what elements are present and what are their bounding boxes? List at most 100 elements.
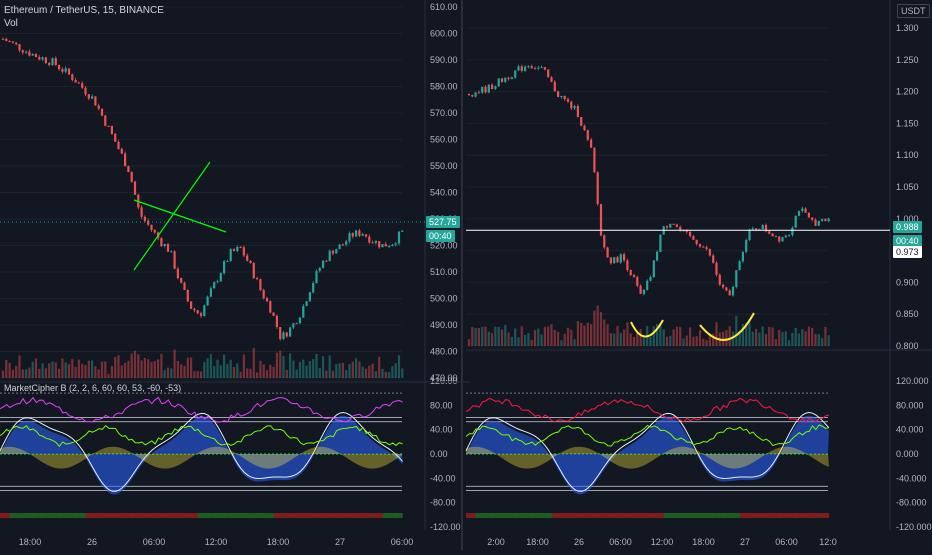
right-candle-body (514, 70, 517, 78)
left-candle-body (256, 278, 259, 280)
left-candle-body (54, 58, 57, 65)
right-status-bar-cell (657, 513, 661, 518)
left-volume-bar (28, 367, 31, 378)
left-volume-bar (275, 352, 278, 378)
left-candle-body (5, 38, 8, 42)
right-status-bar-cell (789, 513, 793, 518)
right-status-bar-cell (558, 513, 562, 518)
left-volume-bar (246, 368, 249, 378)
right-volume-bar (797, 333, 801, 346)
right-volume-bar (474, 327, 477, 346)
left-status-bar-cell (353, 513, 357, 518)
left-candle-body (160, 238, 163, 246)
left-status-bar-cell (211, 513, 215, 518)
left-volume-bar (308, 361, 311, 378)
left-status-bar-cell (247, 513, 251, 518)
left-candle-body (335, 249, 338, 254)
right-status-bar-cell (502, 513, 506, 518)
left-indicator-tick-label: -120.00 (430, 522, 461, 532)
right-status-bar-cell (690, 513, 694, 518)
right-status-bar-cell (753, 513, 757, 518)
right-volume-bar (689, 327, 692, 346)
left-volume-bar (252, 348, 255, 378)
right-price-tick-label: 1.200 (896, 87, 919, 97)
right-status-bar-cell (617, 513, 622, 518)
right-volume-bar (586, 322, 589, 346)
left-indicator-tick-label: -40.00 (430, 473, 456, 483)
right-volume-bar (745, 322, 748, 346)
right-status-bar-cell (644, 513, 648, 518)
right-status-bar-cell (660, 513, 665, 518)
left-status-bar-cell (82, 513, 86, 518)
right-status-bar-cell (743, 513, 747, 518)
left-volume-bar (394, 363, 397, 378)
right-price-tick-label: 1.050 (896, 182, 919, 192)
right-status-bar-cell (482, 513, 486, 518)
right-candle-body (761, 224, 764, 230)
right-candle-body (639, 285, 642, 294)
right-candle-body (504, 77, 507, 82)
right-volume-bar (659, 323, 662, 346)
right-status-bar-cell (713, 513, 717, 518)
right-status-bar-cell (584, 513, 589, 518)
right-volume-bar (593, 310, 596, 346)
left-volume-bar (170, 368, 173, 378)
left-status-bar-cell (293, 513, 298, 518)
left-volume-bar (124, 362, 127, 378)
right-time-tag: 00:40 (893, 235, 922, 247)
left-candle-body (295, 323, 298, 325)
right-candle-body (527, 66, 530, 68)
right-status-bar-cell (561, 513, 566, 518)
left-price-tick-label: 510.00 (430, 267, 458, 277)
right-volume-bar (619, 332, 622, 346)
right-candle-body (560, 95, 563, 98)
left-status-bar-cell (16, 513, 20, 518)
left-candle-body (397, 231, 401, 244)
indicator-label[interactable]: MarketCipher B (2, 2, 6, 60, 60, 53, -60… (4, 383, 182, 393)
right-status-bar-cell (697, 513, 701, 518)
right-volume-bar (520, 326, 523, 346)
left-candle-body (345, 241, 348, 245)
right-volume-bar (636, 332, 639, 346)
left-volume-bar (305, 365, 308, 378)
currency-badge[interactable]: USDT (897, 4, 930, 18)
left-status-bar-cell (227, 513, 232, 518)
left-candle-body (104, 115, 107, 126)
left-volume-bar (114, 357, 117, 378)
right-status-bar-cell (779, 513, 783, 518)
left-volume-bar (127, 360, 130, 378)
right-volume-bar (547, 326, 550, 346)
left-candle-body (87, 94, 90, 99)
left-volume-bar (84, 365, 87, 378)
right-candle-body (824, 218, 827, 222)
left-volume-bar (292, 360, 295, 378)
left-status-bar-cell (188, 513, 192, 518)
left-candle-body (107, 125, 110, 127)
left-candle-body (190, 301, 193, 309)
symbol-title[interactable]: Ethereum / TetherUS, 15, BINANCE (4, 5, 164, 16)
right-volume-bar (656, 324, 659, 346)
left-status-bar-cell (79, 513, 83, 518)
right-status-bar-cell (532, 513, 536, 518)
left-volume-bar (239, 371, 242, 378)
left-candle-body (361, 234, 364, 236)
left-volume-bar (364, 368, 368, 378)
left-status-bar-cell (89, 513, 93, 518)
left-candle-body (341, 244, 344, 246)
left-candle-body (94, 96, 97, 106)
right-candle-body (728, 290, 731, 296)
right-status-bar-cell (637, 513, 641, 518)
right-volume-bar (580, 322, 583, 346)
left-volume-bar (331, 370, 335, 378)
left-candle-body (28, 51, 31, 56)
right-volume-bar (510, 336, 513, 346)
right-status-bar-cell (723, 513, 727, 518)
left-candle-body (338, 244, 341, 250)
left-volume-bar (348, 364, 351, 378)
left-candle-body (41, 57, 44, 60)
right-volume-bar (778, 330, 781, 346)
right-candle-body (821, 218, 824, 221)
left-status-bar-cell (330, 513, 334, 518)
right-money-flow-area (466, 446, 829, 469)
